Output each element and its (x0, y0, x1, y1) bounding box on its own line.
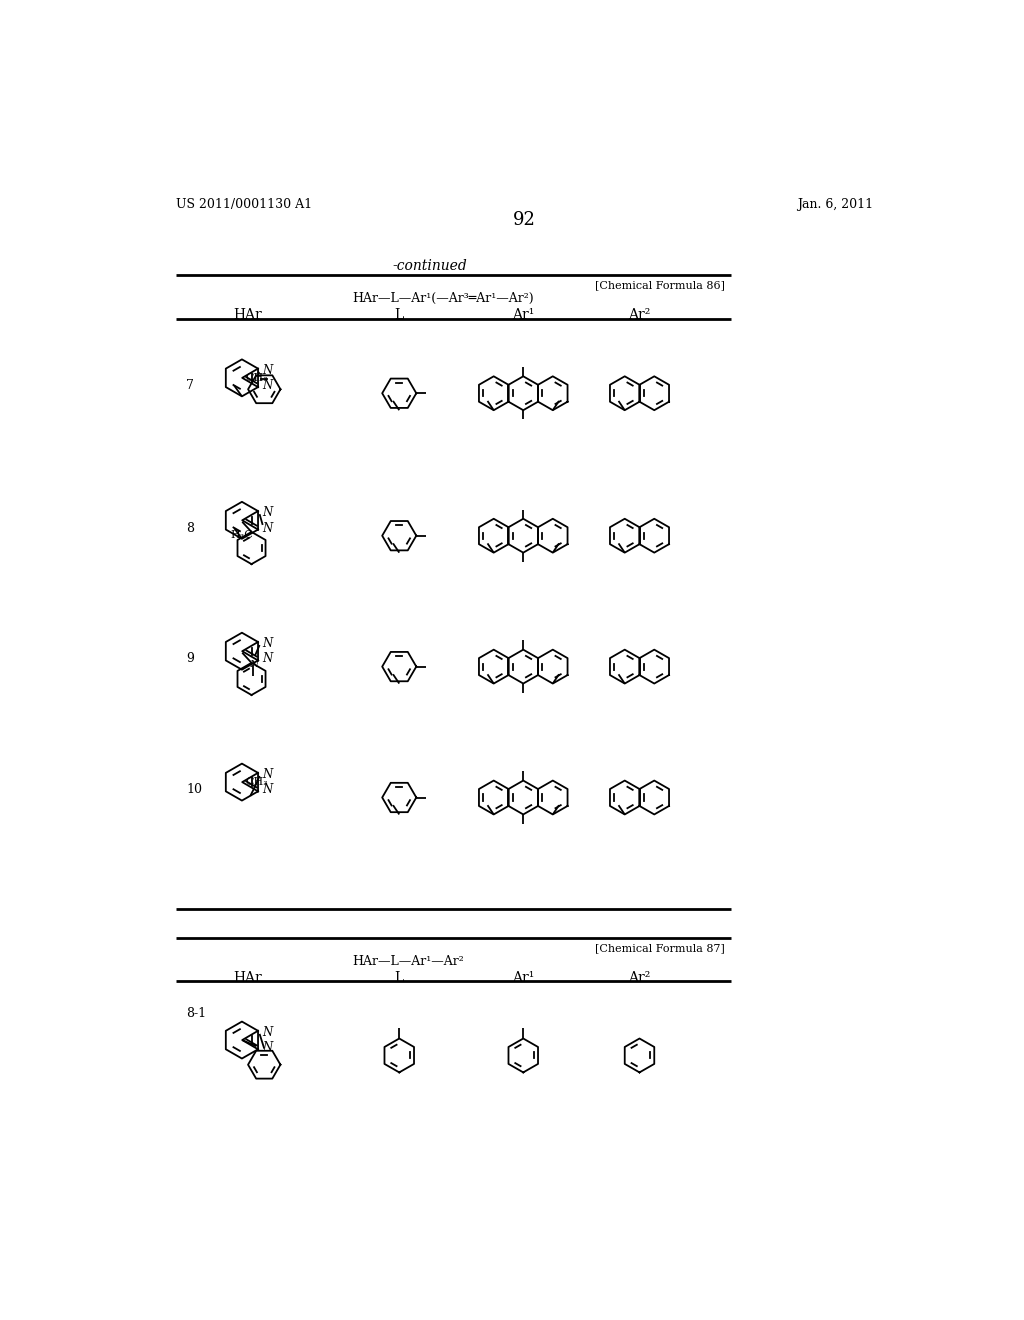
Text: CH₃: CH₃ (246, 777, 268, 787)
Text: Ar²: Ar² (629, 308, 650, 322)
Text: -continued: -continued (393, 259, 468, 272)
Text: HAr—L—Ar¹(—Ar³═Ar¹—Ar²): HAr—L—Ar¹(—Ar³═Ar¹—Ar²) (352, 293, 535, 305)
Text: N: N (262, 1026, 272, 1039)
Text: N: N (262, 783, 272, 796)
Text: L: L (394, 308, 403, 322)
Text: HAr: HAr (233, 308, 262, 322)
Text: Jan. 6, 2011: Jan. 6, 2011 (798, 198, 873, 211)
Text: Ar¹: Ar¹ (512, 970, 535, 985)
Text: 92: 92 (513, 211, 537, 228)
Text: N: N (249, 660, 258, 669)
Text: [Chemical Formula 86]: [Chemical Formula 86] (595, 280, 725, 290)
Text: N: N (262, 379, 272, 392)
Text: N: N (262, 521, 272, 535)
Text: HAr—L—Ar¹—Ar²: HAr—L—Ar¹—Ar² (352, 956, 465, 969)
Text: HAr: HAr (233, 970, 262, 985)
Text: N: N (262, 363, 272, 376)
Text: L: L (394, 970, 403, 985)
Text: 7: 7 (186, 379, 194, 392)
Text: 8: 8 (186, 521, 195, 535)
Text: Ar²: Ar² (629, 970, 650, 985)
Text: H₃C: H₃C (230, 529, 253, 540)
Text: N: N (262, 768, 272, 781)
Text: N: N (262, 1041, 272, 1055)
Text: Ar¹: Ar¹ (512, 308, 535, 322)
Text: 10: 10 (186, 783, 202, 796)
Text: 9: 9 (186, 652, 194, 665)
Text: US 2011/0001130 A1: US 2011/0001130 A1 (176, 198, 312, 211)
Text: N: N (262, 638, 272, 649)
Text: N: N (262, 506, 272, 519)
Text: CH₃: CH₃ (246, 372, 268, 383)
Text: [Chemical Formula 87]: [Chemical Formula 87] (595, 942, 725, 953)
Text: N: N (262, 652, 272, 665)
Text: 8-1: 8-1 (186, 1007, 206, 1019)
